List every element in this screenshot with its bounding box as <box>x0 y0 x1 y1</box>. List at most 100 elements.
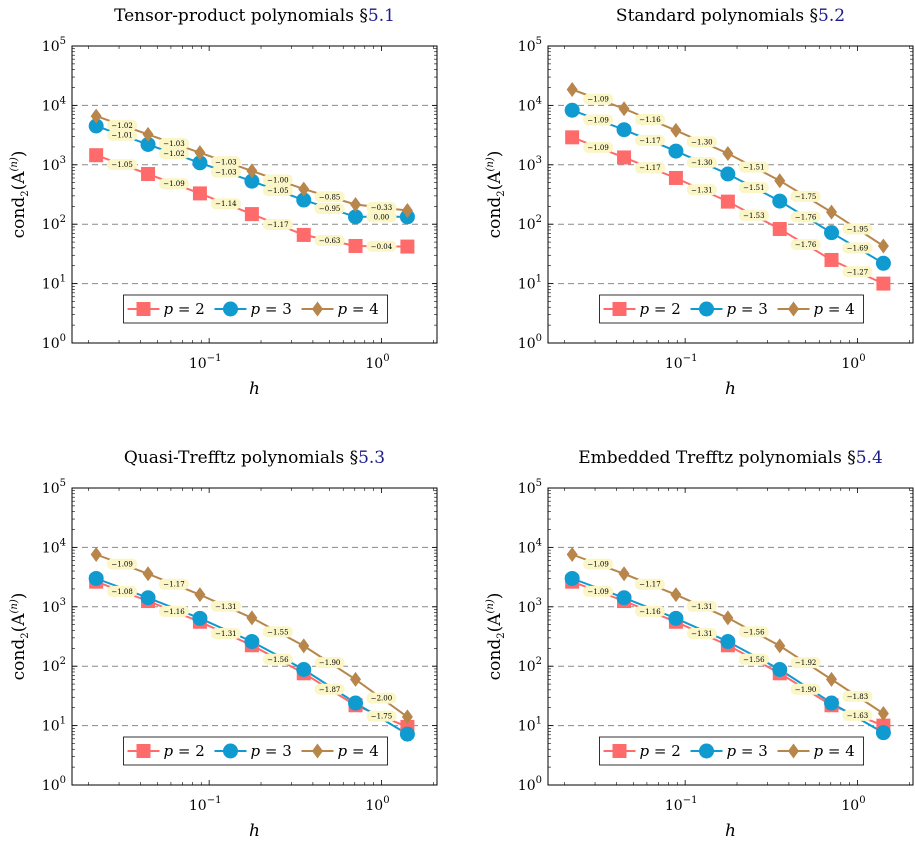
data-point-diamond <box>350 671 362 687</box>
slope-label: −1.05 <box>267 187 288 195</box>
y-tick-label: 100 <box>42 333 66 352</box>
legend-box <box>599 736 864 766</box>
slope-label-bg <box>738 626 769 638</box>
slope-label: −1.55 <box>267 628 288 636</box>
slope-label: −1.09 <box>111 561 132 569</box>
slope-label: −1.09 <box>587 561 608 569</box>
legend-label: p = 2 <box>640 742 681 760</box>
slope-label-bg <box>366 240 397 252</box>
data-point-circle <box>564 570 580 586</box>
slope-label: −0.95 <box>319 205 340 213</box>
legend-marker-circle <box>699 301 714 317</box>
data-point-circle <box>348 209 364 225</box>
slope-label-bg <box>686 157 717 169</box>
data-point-diamond <box>774 173 786 189</box>
chart-title: Standard polynomials §5.2 <box>616 6 845 26</box>
data-point-diamond <box>618 566 630 582</box>
data-point-diamond <box>401 203 413 219</box>
x-tick-label: 100 <box>365 795 389 814</box>
data-point-diamond <box>194 145 206 161</box>
data-point-circle <box>720 166 736 182</box>
data-point-diamond <box>90 546 102 562</box>
slope-label: −1.31 <box>215 630 236 638</box>
legend-label: p = 3 <box>251 300 292 318</box>
slope-label-bg <box>210 166 241 178</box>
data-point-diamond <box>298 181 310 197</box>
data-point-circle <box>720 634 736 650</box>
slope-label: −1.56 <box>743 656 765 664</box>
legend-marker-diamond <box>788 743 799 759</box>
legend-marker-diamond <box>312 301 323 317</box>
slope-label-bg <box>790 238 821 250</box>
chart-title: Tensor-product polynomials §5.1 <box>114 6 395 26</box>
x-tick-label: 10−1 <box>665 353 698 372</box>
data-point-circle <box>399 726 415 742</box>
data-point-diamond <box>246 610 258 626</box>
slope-label: −1.17 <box>163 581 184 589</box>
slope-label-bg <box>107 159 138 171</box>
slope-label-bg <box>738 182 769 194</box>
slope-label: −1.02 <box>163 150 184 158</box>
data-point-diamond <box>670 587 682 603</box>
data-point-diamond <box>826 204 838 220</box>
slope-label-bg <box>583 558 614 570</box>
plot-frame <box>547 45 914 344</box>
x-axis-label: h <box>725 379 736 399</box>
y-tick-label: 105 <box>518 36 542 55</box>
data-point-square <box>668 170 683 185</box>
slope-label-bg <box>107 129 138 141</box>
slope-label: −1.31 <box>691 630 712 638</box>
data-point-square <box>89 148 104 163</box>
slope-label-bg <box>583 585 614 597</box>
legend-label: p = 4 <box>814 300 855 318</box>
slope-label-bg <box>314 202 345 214</box>
slope-label-bg <box>634 162 665 174</box>
legend-marker-circle <box>223 301 238 317</box>
slope-label: −1.09 <box>587 96 608 104</box>
plot-frame <box>547 487 914 786</box>
data-point-diamond <box>722 610 734 626</box>
legend-label: p = 2 <box>164 300 205 318</box>
slope-label-bg <box>686 136 717 148</box>
slope-label: −1.17 <box>639 164 660 172</box>
data-point-diamond <box>618 101 630 117</box>
y-tick-label: 102 <box>42 656 66 675</box>
data-point-circle <box>616 122 632 138</box>
slope-label-bg <box>262 653 293 665</box>
slope-label-bg <box>262 219 293 231</box>
chart-panel-1: 100 101 102 103 104 105 10−1 100 Tensor-product … <box>9 6 438 399</box>
slope-label: −1.53 <box>743 212 764 220</box>
data-point-square <box>192 186 207 201</box>
slope-label: −1.09 <box>587 144 608 152</box>
chart-title: Embedded Trefftz polynomials §5.4 <box>578 448 883 468</box>
y-tick-label: 101 <box>518 274 542 293</box>
legend-label: p = 2 <box>640 300 681 318</box>
slope-label-bg <box>790 683 821 695</box>
slope-label-bg <box>366 201 397 213</box>
slope-label: −1.03 <box>215 158 236 166</box>
slope-label: −1.16 <box>639 116 661 124</box>
data-point-diamond <box>774 638 786 654</box>
y-tick-label: 104 <box>518 95 542 114</box>
y-tick-label: 105 <box>518 478 542 497</box>
y-tick-label: 103 <box>518 155 542 174</box>
slope-label-bg <box>842 223 873 235</box>
x-tick-label: 10−1 <box>665 795 698 814</box>
y-tick-label: 100 <box>42 775 66 794</box>
slope-label: −1.17 <box>639 581 660 589</box>
data-point-circle <box>296 192 312 208</box>
legend: p = 2 p = 3 p = 4 <box>123 736 388 766</box>
slope-label-bg <box>842 266 873 278</box>
slope-label: −1.90 <box>795 686 816 694</box>
y-axis-label: cond2(A(n)) <box>485 593 507 681</box>
slope-label-bg <box>262 185 293 197</box>
slope-label-bg <box>210 628 241 640</box>
slope-label-bg <box>842 709 873 721</box>
y-tick-label: 100 <box>518 775 542 794</box>
data-point-circle <box>244 634 260 650</box>
y-tick-label: 103 <box>42 597 66 616</box>
legend-marker-square <box>136 302 151 316</box>
data-point-circle <box>140 590 156 606</box>
slope-label: −1.31 <box>215 603 236 611</box>
slope-label-bg <box>210 198 241 210</box>
